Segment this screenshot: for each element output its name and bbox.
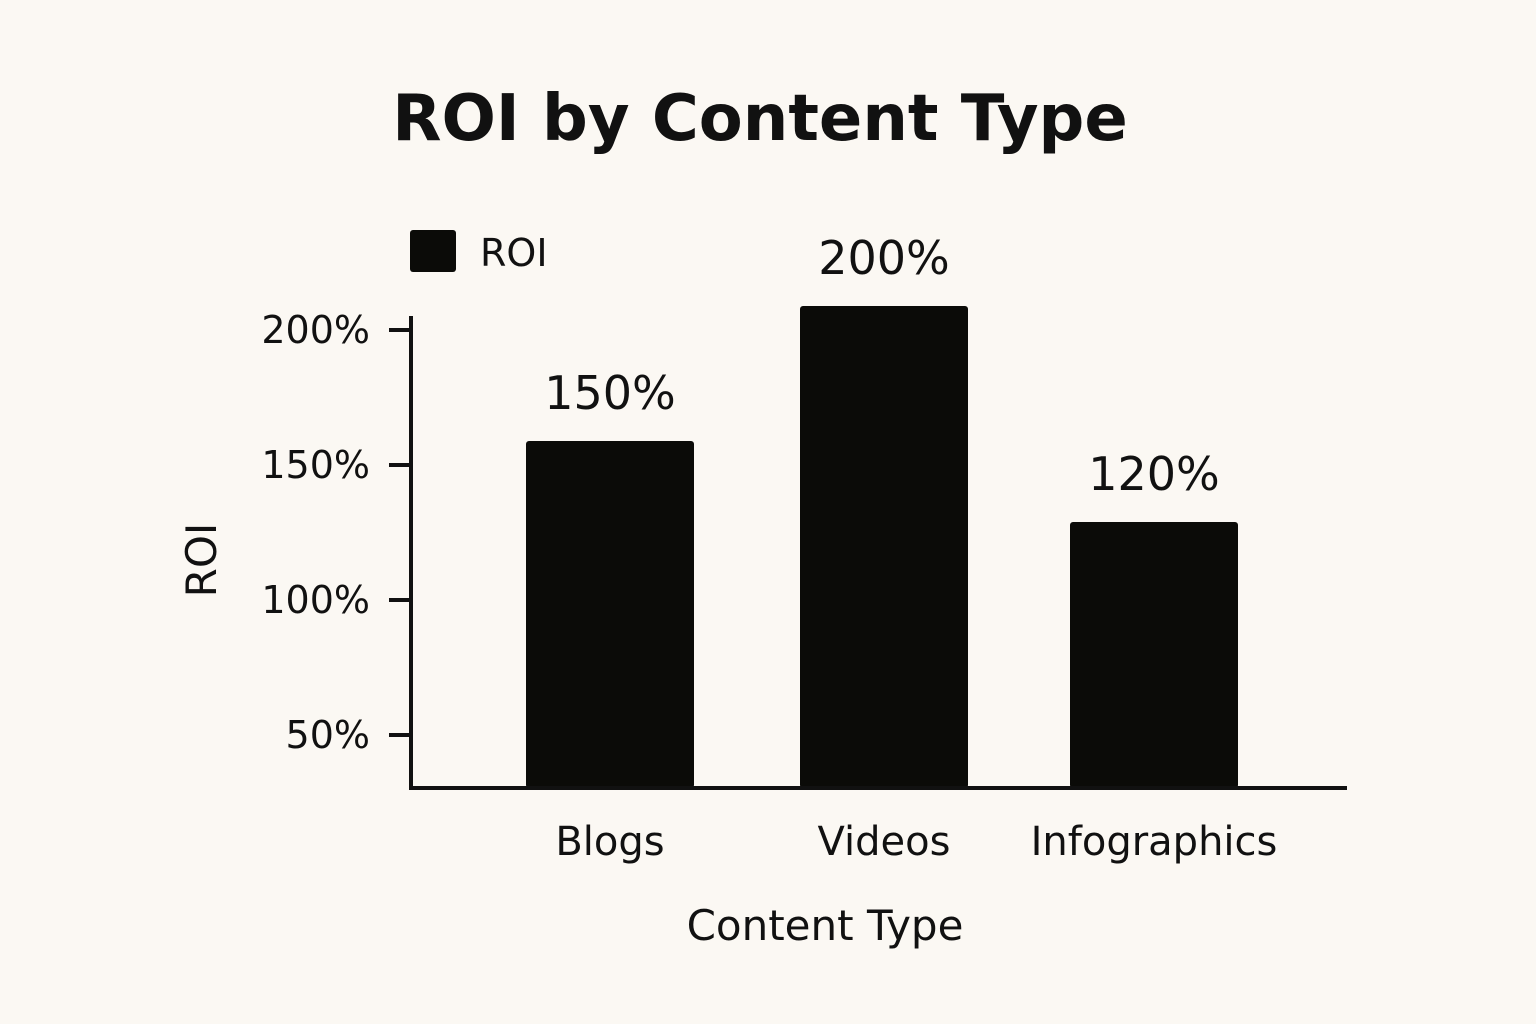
y-tick-label: 200% bbox=[261, 308, 370, 352]
chart-title: ROI by Content Type bbox=[392, 82, 1128, 156]
bars bbox=[526, 306, 1238, 788]
y-tick-label: 100% bbox=[261, 578, 370, 622]
bar-blogs bbox=[526, 441, 694, 788]
legend-label-roi: ROI bbox=[480, 231, 548, 275]
data-label-videos: 200% bbox=[818, 231, 950, 285]
y-axis-title: ROI bbox=[177, 523, 226, 598]
legend-swatch-roi bbox=[410, 230, 456, 272]
y-axis-ticks: 50% 100% 150% 200% bbox=[261, 308, 411, 757]
y-tick-label: 150% bbox=[261, 443, 370, 487]
x-axis-category-labels: Blogs Videos Infographics bbox=[555, 819, 1277, 865]
data-label-blogs: 150% bbox=[544, 366, 676, 420]
data-label-infographics: 120% bbox=[1088, 447, 1220, 501]
data-labels: 150% 200% 120% bbox=[544, 231, 1220, 501]
category-label-videos: Videos bbox=[818, 819, 951, 865]
bar-videos bbox=[800, 306, 968, 788]
y-tick-label: 50% bbox=[286, 713, 370, 757]
legend: ROI bbox=[410, 230, 548, 275]
bar-infographics bbox=[1070, 522, 1238, 788]
category-label-infographics: Infographics bbox=[1031, 819, 1278, 865]
category-label-blogs: Blogs bbox=[555, 819, 664, 865]
x-axis-title: Content Type bbox=[687, 901, 964, 950]
